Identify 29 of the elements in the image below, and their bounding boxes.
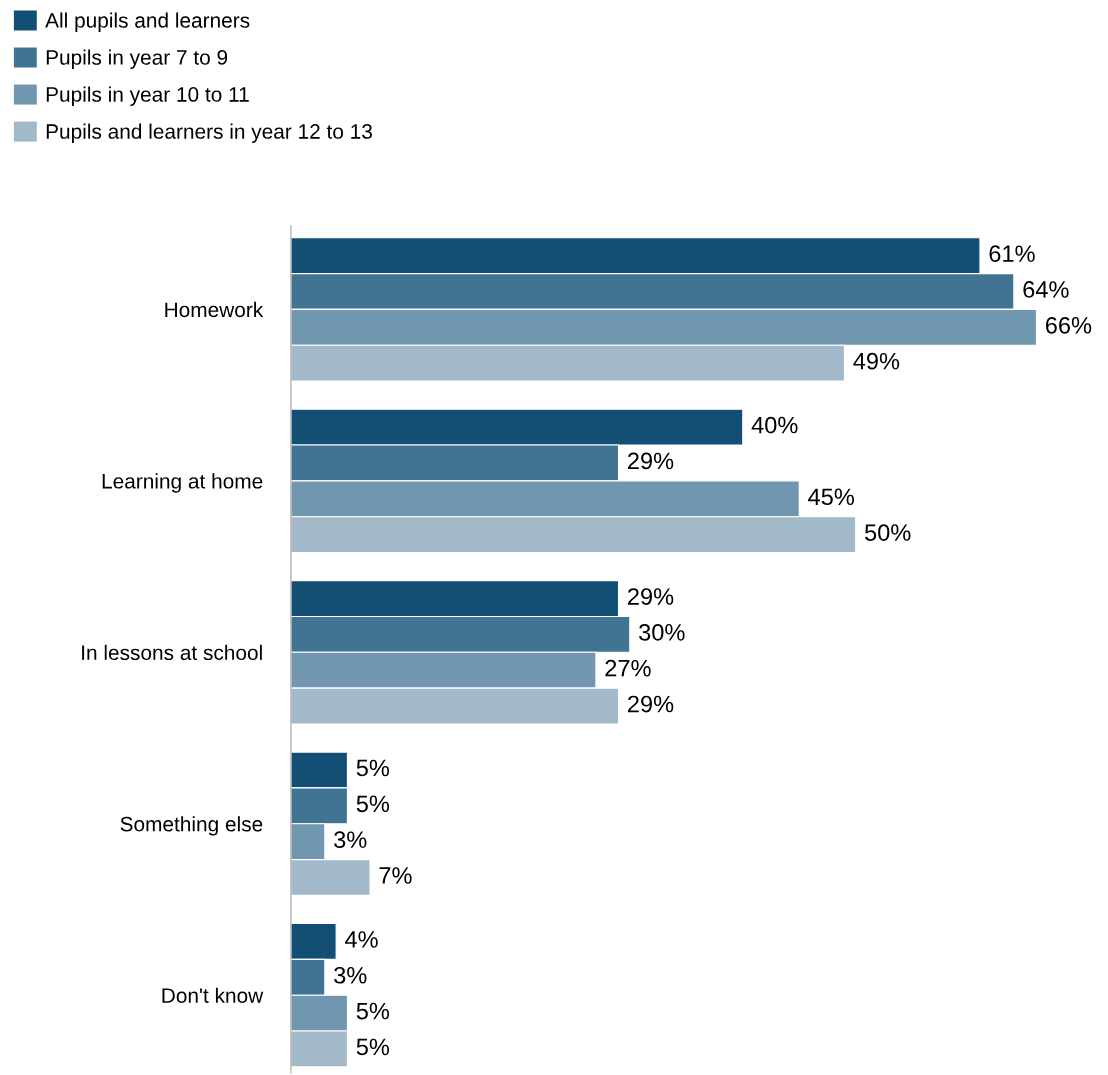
data-label: 27% xyxy=(605,659,651,677)
data-label: 64% xyxy=(1023,281,1069,298)
data-label: 5% xyxy=(356,795,390,813)
data-label: 29% xyxy=(628,452,674,470)
legend-label: All pupils and learners xyxy=(45,12,250,32)
data-label: 49% xyxy=(853,352,900,370)
data-label: 66% xyxy=(1045,316,1092,334)
y-tick-label: Homework xyxy=(165,301,264,318)
data-label: 5% xyxy=(356,1038,390,1056)
data-label: 3% xyxy=(334,831,367,848)
data-label: 5% xyxy=(356,1002,390,1020)
legend-label: Pupils in year 10 to 11 xyxy=(46,86,249,106)
data-label: 61% xyxy=(989,245,1035,262)
data-label: 29% xyxy=(628,588,674,605)
legend-label: Pupils and learners in year 12 to 13 xyxy=(46,123,372,143)
data-label: 30% xyxy=(639,624,685,641)
data-label: 7% xyxy=(379,867,412,884)
y-tick-label: Something else xyxy=(120,816,263,836)
data-label: 50% xyxy=(864,524,911,541)
data-label: 3% xyxy=(334,966,367,984)
data-label: 40% xyxy=(751,416,798,434)
data-label: 4% xyxy=(345,931,378,948)
y-tick-label: Don't know xyxy=(162,987,264,1003)
data-label: 5% xyxy=(356,759,390,777)
y-tick-label: Learning at home xyxy=(102,473,263,493)
data-label: 29% xyxy=(628,695,674,713)
data-label: 45% xyxy=(808,488,854,506)
legend-label: Pupils in year 7 to 9 xyxy=(46,49,228,69)
y-tick-label: In lessons at school xyxy=(82,644,262,661)
